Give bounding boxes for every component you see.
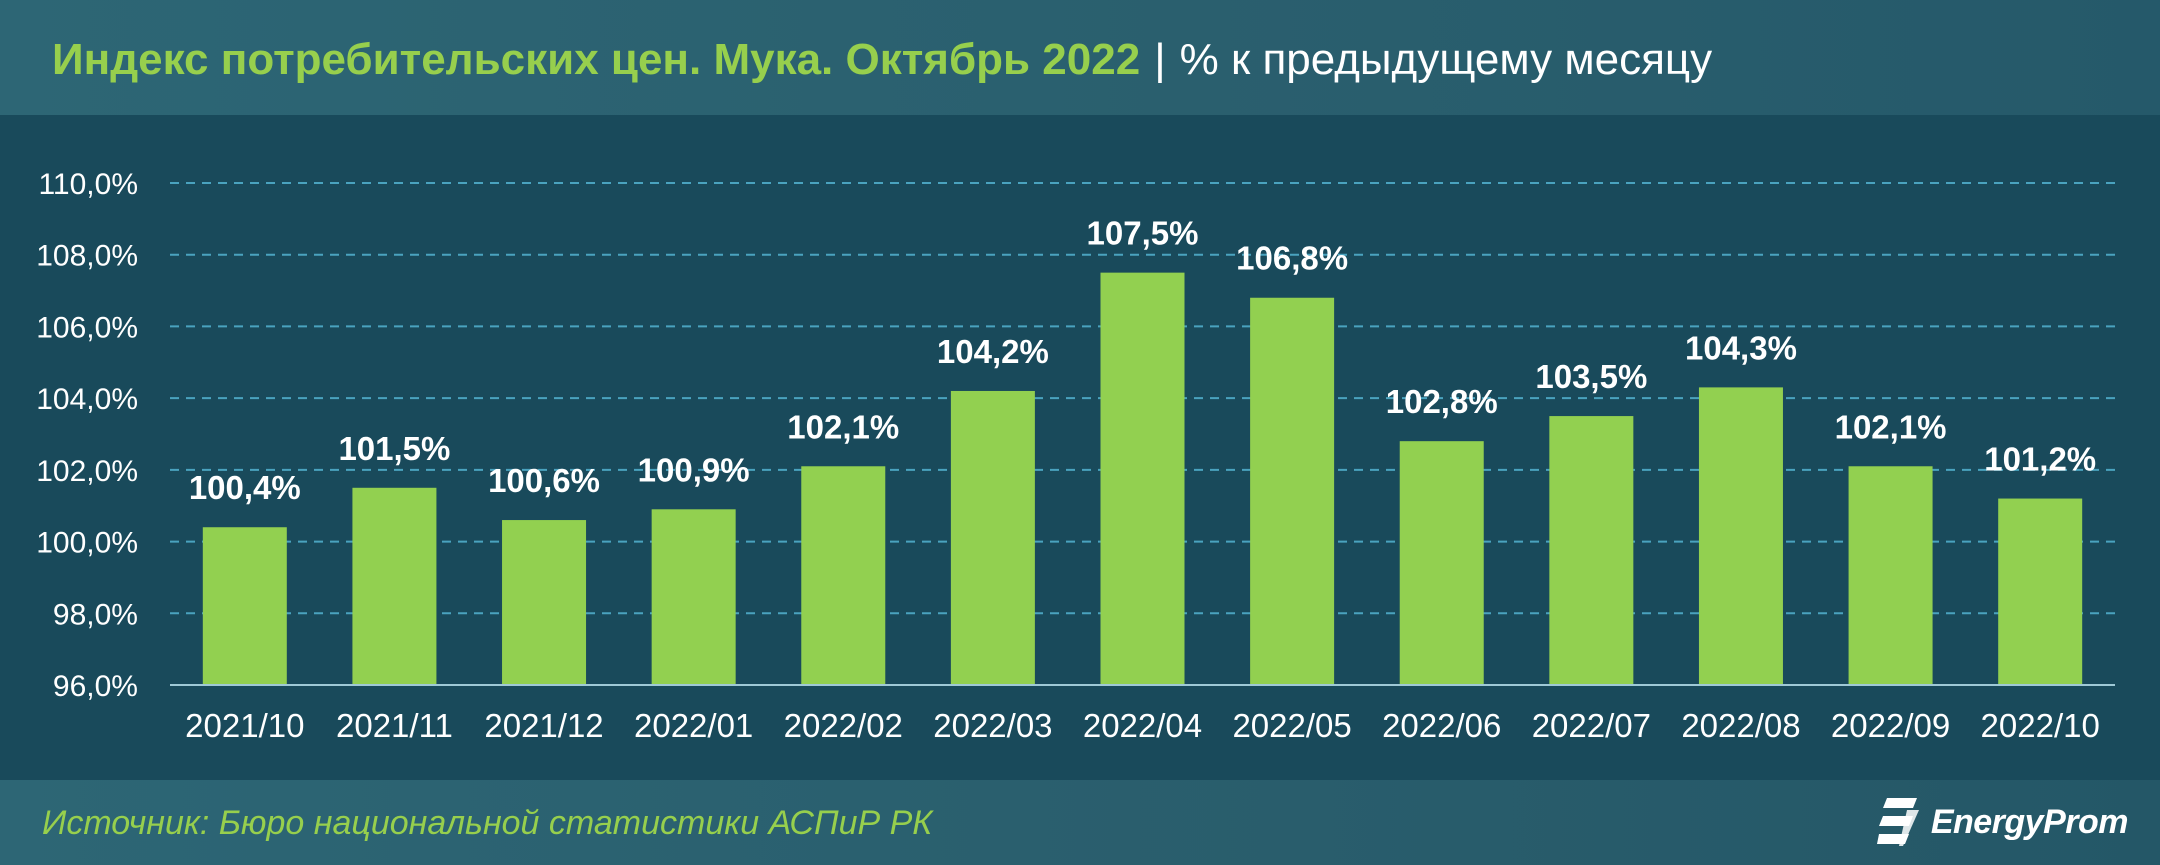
value-label: 100,6% xyxy=(488,462,600,499)
x-tick-label: 2022/04 xyxy=(1083,707,1202,744)
x-tick-label: 2022/05 xyxy=(1232,707,1351,744)
bar xyxy=(1399,441,1484,685)
value-label: 100,9% xyxy=(638,451,750,488)
title-main: Индекс потребительских цен. Мука. Октябр… xyxy=(52,35,1141,84)
bar xyxy=(202,527,287,685)
value-label: 102,8% xyxy=(1386,383,1498,420)
footer-bar: Источник: Бюро национальной статистики А… xyxy=(0,780,2160,865)
bar xyxy=(1549,416,1634,685)
bar-chart: 96,0% 98,0% 100,0% 102,0% 104,0% 106,0% 108,0%… xyxy=(36,168,2115,744)
plot-area: 96,0% 98,0% 100,0% 102,0% 104,0% 106,0% 108,0%… xyxy=(0,115,2160,780)
x-tick-label: 2022/09 xyxy=(1831,707,1950,744)
y-tick-label: 100,0% xyxy=(36,527,138,560)
bar xyxy=(801,466,886,685)
bar xyxy=(502,520,587,685)
source-note: Источник: Бюро национальной статистики А… xyxy=(42,804,933,842)
y-tick-label: 96,0% xyxy=(53,670,138,703)
bar xyxy=(1698,387,1783,685)
value-label: 106,8% xyxy=(1236,240,1348,277)
energyprom-logo-icon xyxy=(1876,798,1919,846)
bars xyxy=(202,272,2083,685)
bar xyxy=(950,390,1035,685)
x-axis-ticks: 2021/10 2021/11 2021/12 2022/01 2022/02 2022/… xyxy=(185,707,2100,744)
value-label: 107,5% xyxy=(1087,215,1199,252)
y-tick-label: 98,0% xyxy=(53,598,138,631)
y-tick-label: 108,0% xyxy=(36,240,138,273)
x-tick-label: 2022/02 xyxy=(784,707,903,744)
y-tick-label: 102,0% xyxy=(36,455,138,488)
bar xyxy=(1848,466,1933,685)
x-tick-label: 2021/11 xyxy=(336,707,453,744)
value-label: 103,5% xyxy=(1535,358,1647,395)
bar xyxy=(1250,297,1335,685)
x-tick-label: 2022/08 xyxy=(1681,707,1800,744)
grid-lines xyxy=(170,182,2115,615)
value-label: 104,2% xyxy=(937,333,1049,370)
x-tick-label: 2021/12 xyxy=(484,707,603,744)
x-tick-label: 2022/10 xyxy=(1981,707,2100,744)
y-axis-ticks: 96,0% 98,0% 100,0% 102,0% 104,0% 106,0% 108,0%… xyxy=(36,168,138,703)
value-label: 104,3% xyxy=(1685,329,1797,366)
chart-title: Индекс потребительских цен. Мука. Октябр… xyxy=(52,30,1712,90)
bar xyxy=(1998,498,2083,685)
bar xyxy=(1100,272,1185,685)
x-tick-label: 2022/03 xyxy=(933,707,1052,744)
value-label: 101,2% xyxy=(1984,441,2096,478)
brand-logo: EnergyProm xyxy=(1876,792,2129,852)
x-tick-label: 2021/10 xyxy=(185,707,304,744)
y-tick-label: 110,0% xyxy=(38,168,138,201)
title-subtitle: % к предыдущему месяцу xyxy=(1179,35,1713,84)
bar xyxy=(352,487,437,685)
value-label: 102,1% xyxy=(1835,408,1947,445)
value-label: 100,4% xyxy=(189,469,301,506)
value-labels: 100,4% 101,5% 100,6% 100,9% 102,1% 104,2% 107,… xyxy=(189,215,2096,507)
value-label: 102,1% xyxy=(787,408,899,445)
header-bar: Индекс потребительских цен. Мука. Октябр… xyxy=(0,0,2160,115)
x-tick-label: 2022/01 xyxy=(634,707,753,744)
value-label: 101,5% xyxy=(338,430,450,467)
x-tick-label: 2022/07 xyxy=(1532,707,1651,744)
logo-text: EnergyProm xyxy=(1930,802,2129,841)
y-tick-label: 106,0% xyxy=(36,311,138,344)
x-tick-label: 2022/06 xyxy=(1382,707,1501,744)
title-separator: | xyxy=(1154,35,1166,84)
y-tick-label: 104,0% xyxy=(36,383,138,416)
bar xyxy=(651,509,736,685)
